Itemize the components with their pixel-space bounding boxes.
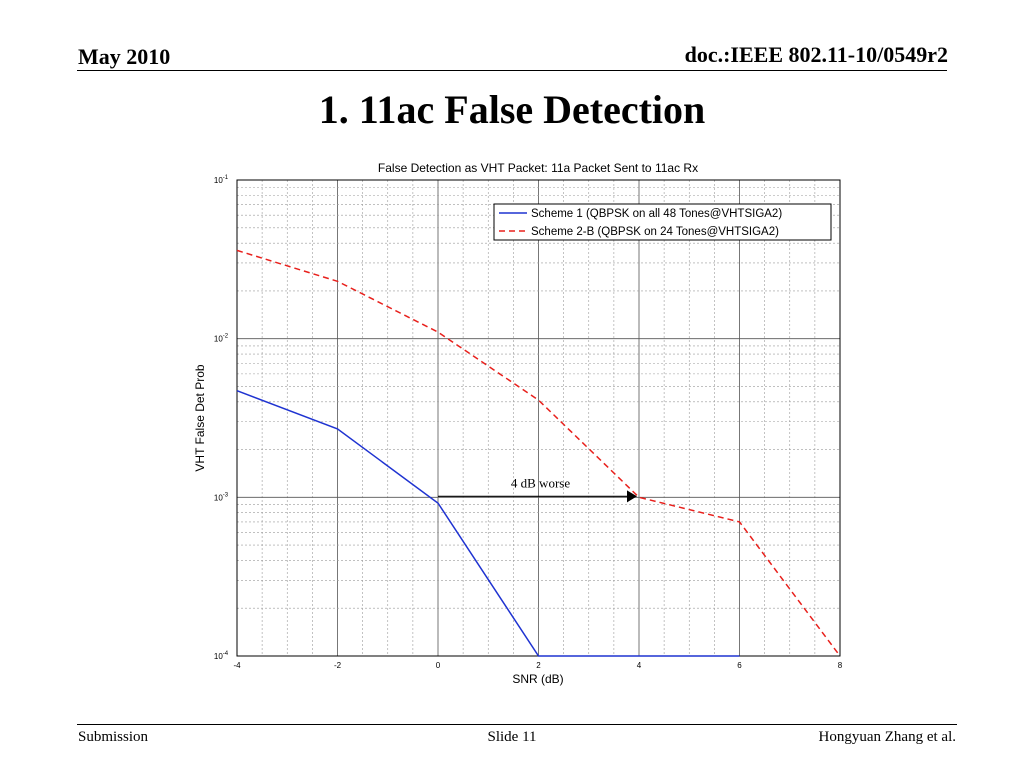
chart-ticks: -4 -2 0 2 4 6 810-110-210-310-4 <box>214 175 843 670</box>
chart-grid <box>237 180 840 656</box>
footer-submission: Submission <box>78 729 149 745</box>
y-tick-exponent: -4 <box>223 651 229 657</box>
chart-title: False Detection as VHT Packet: 11a Packe… <box>378 161 698 175</box>
y-tick-base: 10 <box>214 652 223 661</box>
x-tick-label: 6 <box>737 661 742 670</box>
header-divider <box>77 70 947 71</box>
y-tick-exponent: -3 <box>223 492 229 498</box>
x-tick-label: -4 <box>233 661 241 670</box>
y-tick-label: 10-1 <box>214 175 229 185</box>
header-doc-id: doc.:IEEE 802.11-10/0549r2 <box>684 42 948 67</box>
series-line-scheme-1 <box>236 389 740 657</box>
y-tick-base: 10 <box>214 493 223 502</box>
footer-slide-number: Slide 11 <box>487 729 537 745</box>
y-tick-base: 10 <box>214 335 223 344</box>
series-line-scheme-2b <box>236 249 841 657</box>
y-axis-label: VHT False Det Prob <box>193 364 207 471</box>
y-tick-exponent: -2 <box>223 334 229 340</box>
legend-entry-scheme-2b: Scheme 2-B (QBPSK on 24 Tones@VHTSIGA2) <box>531 226 779 238</box>
y-tick-exponent: -1 <box>223 175 229 181</box>
x-tick-label: 8 <box>838 661 843 670</box>
slide-title: 1. 11ac False Detection <box>318 87 706 132</box>
annotation-arrowhead <box>627 490 637 503</box>
chart-legend: Scheme 1 (QBPSK on all 48 Tones@VHTSIGA2… <box>493 203 832 241</box>
footer-authors: Hongyuan Zhang et al. <box>818 729 956 745</box>
y-tick-label: 10-4 <box>214 651 229 661</box>
x-tick-label: 2 <box>536 661 541 670</box>
y-tick-label: 10-3 <box>214 492 229 502</box>
chart-annotations: 4 dB worse <box>438 475 637 503</box>
x-tick-label: 4 <box>637 661 642 670</box>
legend-entry-scheme-1: Scheme 1 (QBPSK on all 48 Tones@VHTSIGA2… <box>531 208 782 220</box>
y-tick-base: 10 <box>214 176 223 185</box>
footer-divider <box>77 724 957 725</box>
x-axis-label: SNR (dB) <box>512 672 563 686</box>
chart-series <box>236 249 841 657</box>
legend-box <box>493 203 832 241</box>
annotation-label: 4 dB worse <box>511 475 570 490</box>
header-date: May 2010 <box>78 44 171 69</box>
y-tick-label: 10-2 <box>214 334 229 344</box>
x-tick-label: -2 <box>334 661 342 670</box>
x-tick-label: 0 <box>436 661 441 670</box>
